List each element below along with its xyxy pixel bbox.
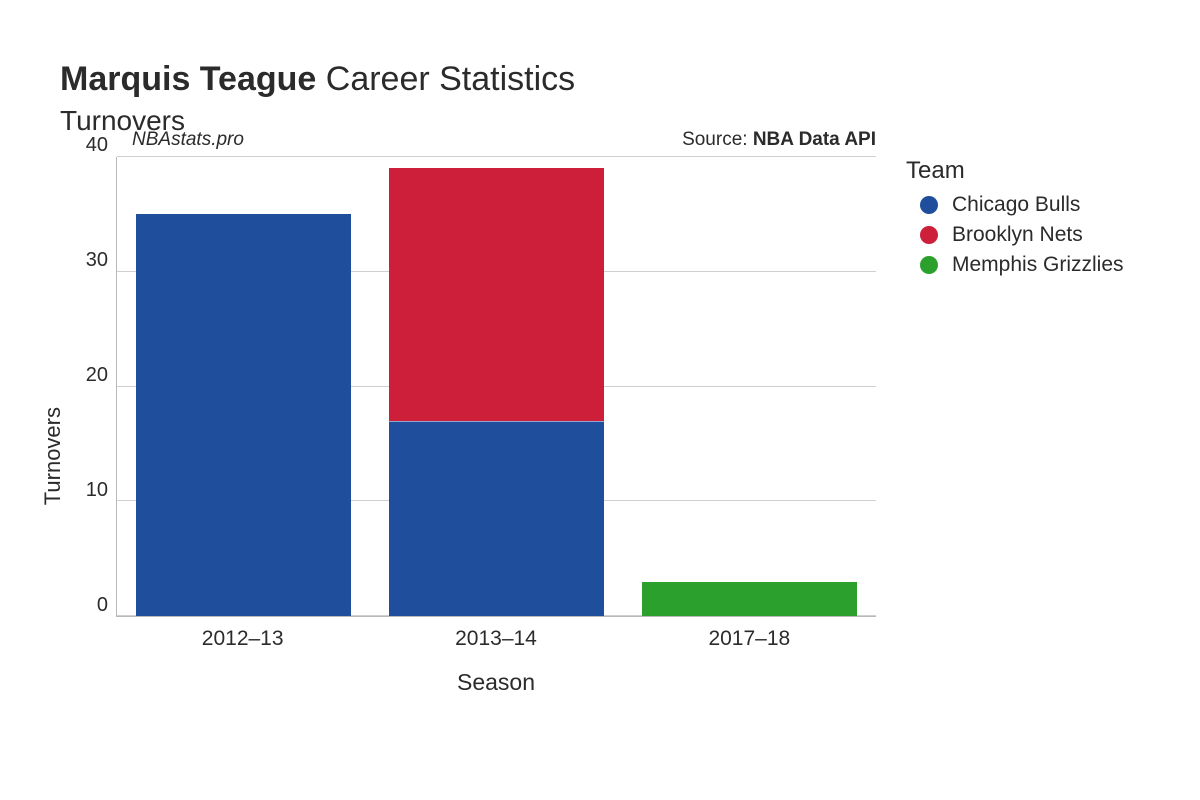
bar-stack [136, 214, 351, 617]
bar-segment [642, 582, 857, 617]
chart-title: Marquis Teague Career Statistics [60, 60, 1160, 99]
title-rest: Career Statistics [316, 60, 575, 98]
x-axis-label: Season [116, 669, 876, 696]
bar-segment [136, 214, 351, 617]
x-axis-ticks: 2012–13 2013–14 2017–18 [116, 627, 876, 651]
chart-container: Marquis Teague Career Statistics Turnove… [0, 0, 1200, 800]
x-tick: 2012–13 [116, 627, 369, 651]
bar-stack [389, 168, 604, 617]
credit-source: Source: NBA Data API [682, 129, 876, 151]
legend-swatch-icon [920, 226, 938, 244]
legend-title: Team [906, 157, 1124, 185]
legend-label: Brooklyn Nets [952, 223, 1083, 247]
credit-site: NBAstats.pro [132, 129, 244, 151]
x-tick: 2013–14 [369, 627, 622, 651]
legend: Team Chicago Bulls Brooklyn Nets Memphis… [906, 157, 1124, 283]
chart-row: Turnovers 40 30 20 10 0 NBAstats.pro Sou… [40, 157, 1160, 696]
bar-slot [117, 157, 370, 616]
plot-area [116, 157, 876, 617]
bar-slot [623, 157, 876, 616]
legend-swatch-icon [920, 256, 938, 274]
bar-stack [642, 582, 857, 617]
plot-wrap: NBAstats.pro Source: NBA Data API 2012–1… [116, 157, 876, 696]
credit-source-name: NBA Data API [753, 129, 876, 150]
legend-item: Memphis Grizzlies [906, 253, 1124, 277]
legend-item: Brooklyn Nets [906, 223, 1124, 247]
credits-row: NBAstats.pro Source: NBA Data API [116, 129, 876, 151]
bar-slot [370, 157, 623, 616]
title-bold: Marquis Teague [60, 60, 316, 98]
legend-swatch-icon [920, 196, 938, 214]
bars-layer [117, 157, 876, 616]
title-block: Marquis Teague Career Statistics Turnove… [60, 60, 1160, 137]
x-tick: 2017–18 [623, 627, 876, 651]
credit-source-prefix: Source: [682, 129, 753, 150]
bar-segment [389, 421, 604, 617]
legend-item: Chicago Bulls [906, 193, 1124, 217]
y-axis-ticks: 40 30 20 10 0 [72, 157, 116, 617]
y-axis-label: Turnovers [40, 347, 66, 505]
legend-label: Memphis Grizzlies [952, 253, 1124, 277]
legend-label: Chicago Bulls [952, 193, 1080, 217]
bar-segment [389, 168, 604, 421]
